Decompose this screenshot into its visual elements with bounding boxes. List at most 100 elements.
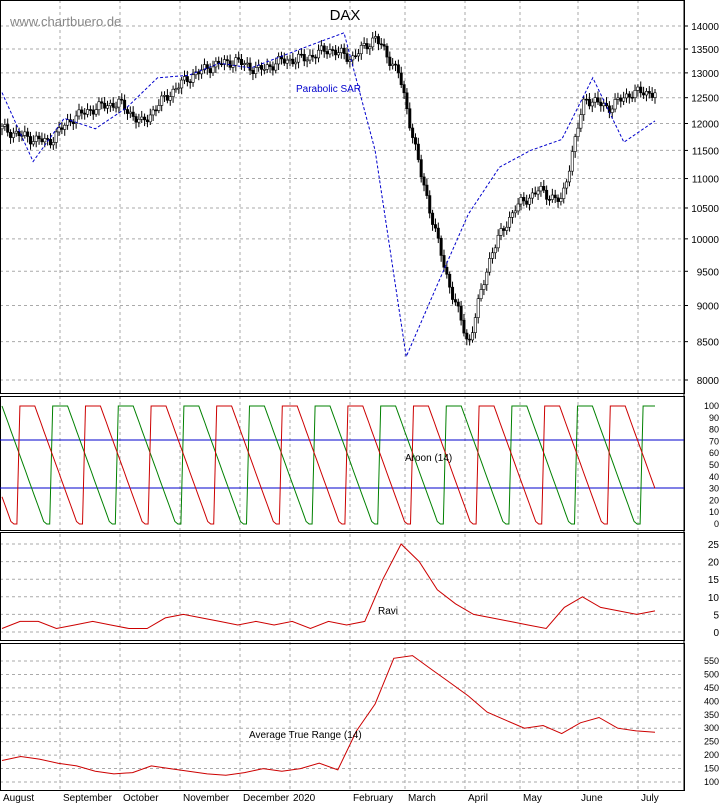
y-tick-label: 8000	[697, 376, 720, 387]
y-tick-label: 13000	[691, 69, 719, 80]
y-tick-label: 200	[704, 750, 719, 760]
candle-body	[562, 187, 566, 199]
panel-frames	[0, 0, 685, 791]
candle-body	[336, 52, 340, 56]
candle-body	[636, 86, 640, 91]
candle-body	[590, 101, 594, 107]
candle-body	[642, 92, 646, 96]
candle-body	[468, 338, 472, 341]
parabolic-sar-line	[1, 32, 656, 359]
y-tick-label: 550	[704, 656, 719, 666]
candle-body	[459, 305, 463, 321]
candle-body	[268, 64, 272, 67]
candle-body	[539, 186, 543, 192]
candle-body	[576, 127, 580, 137]
candle-body	[148, 114, 152, 123]
candle-body	[265, 64, 269, 70]
candle-body	[66, 119, 70, 126]
candle-body	[143, 116, 147, 121]
candle-body	[482, 284, 486, 290]
candle-body	[185, 76, 189, 83]
y-tick-label: 20	[708, 558, 720, 569]
candle-body	[485, 271, 489, 286]
candle-body	[71, 121, 75, 124]
candle-body	[442, 255, 446, 268]
candle-body	[331, 49, 335, 51]
candle-body	[368, 46, 372, 50]
candle-body	[334, 49, 338, 56]
x-tick-label: February	[353, 793, 393, 803]
x-tick-label: April	[468, 793, 488, 803]
y-tick-label: 350	[704, 710, 719, 720]
candle-body	[14, 130, 18, 134]
candle-body	[553, 194, 557, 199]
y-tick-label: 500	[704, 669, 719, 679]
candle-body	[519, 197, 523, 205]
candle-body	[456, 301, 460, 307]
candle-body	[74, 115, 78, 124]
candle-body	[88, 109, 92, 111]
candle-body	[131, 111, 135, 117]
candlestick-series	[0, 30, 657, 346]
candle-body	[559, 198, 563, 202]
candle-body	[63, 124, 67, 130]
candle-body	[385, 45, 389, 58]
y-tick-label: 10500	[691, 204, 719, 215]
candle-body	[530, 192, 534, 199]
candle-body	[23, 131, 27, 136]
candle-body	[251, 70, 255, 74]
candle-body	[103, 102, 107, 109]
candle-body	[633, 90, 637, 99]
x-tick-label: July	[641, 793, 659, 803]
y-tick-label: 0	[713, 628, 719, 639]
x-tick-label: December	[243, 793, 290, 803]
candle-body	[630, 96, 634, 99]
y-tick-label: 20	[709, 495, 719, 505]
candle-body	[171, 88, 175, 97]
candle-body	[26, 131, 30, 137]
candle-body	[394, 63, 398, 66]
candle-body	[54, 131, 58, 143]
y-tick-label: 9500	[697, 267, 720, 278]
y-tick-label: 10	[708, 593, 720, 604]
candle-body	[91, 109, 95, 115]
y-tick-label: 12500	[691, 94, 719, 105]
atr-line	[1, 655, 656, 776]
candle-body	[242, 63, 246, 65]
candle-body	[60, 127, 64, 130]
candle-body	[499, 228, 503, 236]
candle-body	[399, 72, 403, 85]
grid-lines	[0, 0, 684, 790]
y-tick-label: 90	[709, 413, 719, 423]
candle-body	[502, 228, 506, 231]
candle-body	[622, 97, 626, 102]
candle-body	[490, 252, 494, 259]
candle-body	[151, 109, 155, 116]
y-tick-label: 11000	[692, 175, 720, 186]
candle-body	[297, 53, 301, 63]
candle-body	[513, 210, 517, 214]
candle-body	[476, 298, 480, 318]
candle-body	[282, 58, 286, 64]
y-tick-label: 150	[704, 764, 719, 774]
x-tick-label: September	[63, 793, 113, 803]
candle-body	[234, 57, 238, 66]
candle-body	[379, 43, 383, 46]
candle-body	[359, 45, 363, 55]
candle-body	[86, 109, 90, 115]
candle-body	[325, 51, 329, 55]
candle-body	[542, 186, 546, 191]
candle-body	[211, 66, 215, 74]
candle-body	[550, 194, 554, 200]
y-tick-label: 50	[709, 460, 719, 470]
y-tick-label: 100	[704, 401, 719, 411]
candle-body	[451, 286, 455, 300]
y-tick-label: 5	[713, 610, 719, 621]
y-tick-label: 80	[709, 425, 719, 435]
candle-body	[100, 101, 104, 104]
candle-body	[114, 106, 118, 109]
candle-body	[311, 54, 315, 58]
candle-body	[448, 273, 452, 288]
candle-body	[354, 55, 358, 58]
candle-body	[106, 105, 110, 109]
